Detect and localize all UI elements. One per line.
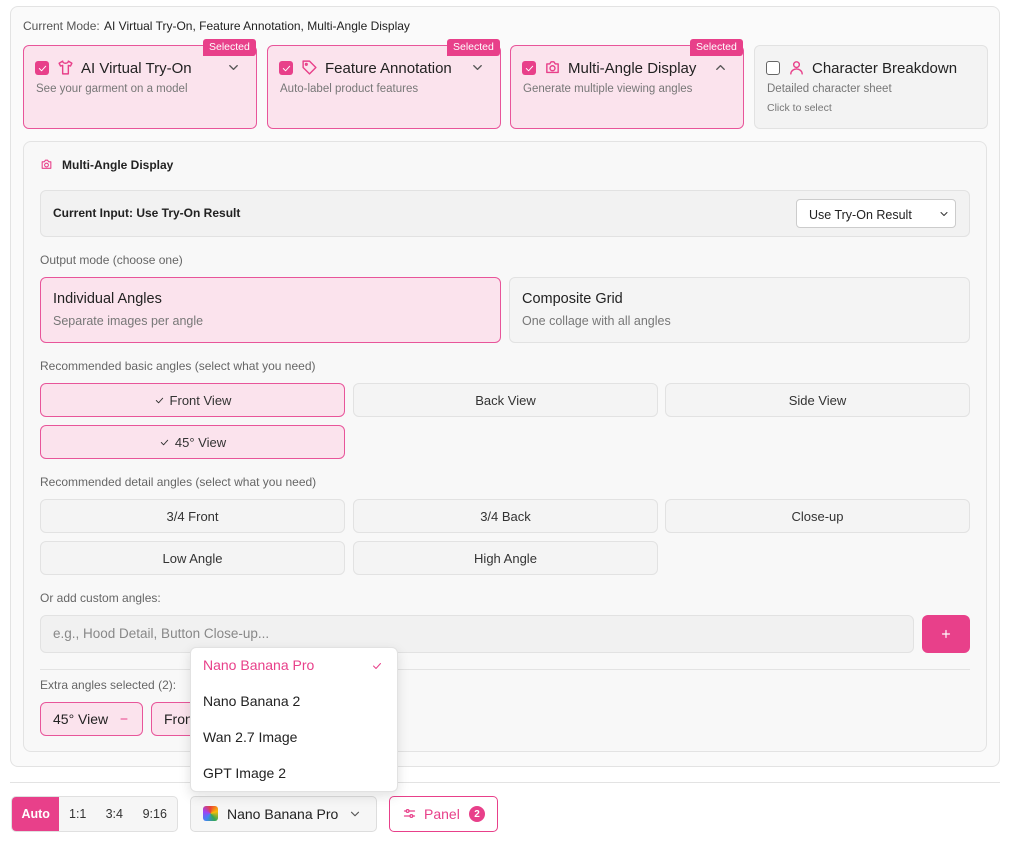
mode-icon xyxy=(544,59,561,76)
angle-button[interactable]: 3/4 Front xyxy=(40,499,345,533)
mode-icon xyxy=(57,59,74,76)
angle-label: Front View xyxy=(169,392,232,408)
panel-button-label: Panel xyxy=(424,806,460,822)
mode-card[interactable] xyxy=(754,45,988,129)
chevron[interactable] xyxy=(713,60,728,75)
divider xyxy=(40,669,970,670)
option-title: Individual Angles xyxy=(53,291,162,307)
current-mode-value: AI Virtual Try-On, Feature Annotation, M… xyxy=(104,19,410,33)
selected-badge: Selected xyxy=(690,39,743,56)
check-icon xyxy=(159,437,170,448)
angle-label: Close-up xyxy=(791,508,844,524)
angle-label: 45° View xyxy=(174,434,227,450)
angle-button[interactable]: 3/4 Back xyxy=(353,499,658,533)
divider xyxy=(10,782,1000,783)
select-value: Use Try-On Result xyxy=(809,208,912,222)
option-description: Separate images per angle xyxy=(53,314,204,328)
option-description: One collage with all angles xyxy=(522,314,671,328)
model-button[interactable] xyxy=(190,796,377,832)
mode-card[interactable] xyxy=(23,45,257,129)
chip-label: 45° View xyxy=(53,711,109,727)
panel-icon xyxy=(40,158,53,171)
mode-card[interactable] xyxy=(267,45,501,129)
model-name: Nano Banana Pro xyxy=(227,806,339,822)
mode-title: Multi-Angle Display xyxy=(568,60,697,77)
angle-label: Back View xyxy=(475,392,536,408)
angle-label: Side View xyxy=(788,392,847,408)
mode-description: See your garment on a model xyxy=(36,83,188,95)
selected-badge: Selected xyxy=(447,39,500,56)
input-placeholder: e.g., Hood Detail, Button Close-up... xyxy=(53,626,270,641)
input-select[interactable]: Use Try-On Result xyxy=(796,199,956,228)
angle-label: 3/4 Front xyxy=(166,508,219,524)
mode-description: Detailed character sheet xyxy=(767,83,892,95)
add-button[interactable] xyxy=(922,615,970,653)
model-chevron xyxy=(348,807,362,821)
menu-item-label: GPT Image 2 xyxy=(203,765,287,781)
menu-item-label: Nano Banana Pro xyxy=(203,657,315,673)
checkbox[interactable] xyxy=(522,61,536,75)
angle-button[interactable]: Back View xyxy=(353,383,658,417)
mode-card[interactable] xyxy=(510,45,744,129)
checkbox[interactable] xyxy=(35,61,49,75)
angle-label: 3/4 Back xyxy=(480,508,531,524)
panel-badge: 2 xyxy=(469,806,485,822)
output-option[interactable] xyxy=(40,277,501,343)
mode-description: Auto-label product features xyxy=(280,83,419,95)
aspect-toggle: Auto 1:1 3:4 9:16 xyxy=(11,796,178,832)
aspect-option[interactable]: 9:16 xyxy=(142,807,167,821)
menu-item-label: Nano Banana 2 xyxy=(203,693,301,709)
select-chevron xyxy=(938,207,950,219)
panel-button-icon xyxy=(402,806,417,821)
section-label: Or add custom angles: xyxy=(40,591,161,605)
aspect-option[interactable]: 3:4 xyxy=(105,807,123,821)
selected-badge: Selected xyxy=(203,39,256,56)
mode-hint: Click to select xyxy=(767,102,832,114)
angle-button[interactable]: Front View xyxy=(40,383,345,417)
panel-title: Multi-Angle Display xyxy=(62,158,174,172)
section-label: Recommended basic angles (select what yo… xyxy=(40,359,316,373)
mode-description: Generate multiple viewing angles xyxy=(523,83,693,95)
mode-title: AI Virtual Try-On xyxy=(81,60,192,77)
angle-button[interactable]: 45° View xyxy=(40,425,345,459)
chevron[interactable] xyxy=(470,60,485,75)
mode-title: Character Breakdown xyxy=(812,60,958,77)
check-icon xyxy=(154,395,165,406)
mode-icon xyxy=(788,59,805,76)
current-input-label: Current Input: Use Try-On Result xyxy=(53,206,241,220)
section-label: Output mode (choose one) xyxy=(40,253,183,267)
aspect-option[interactable]: Auto xyxy=(12,797,60,831)
section-label: Recommended detail angles (select what y… xyxy=(40,475,317,489)
custom-input[interactable] xyxy=(40,615,914,653)
angle-button[interactable]: Side View xyxy=(665,383,970,417)
remove-icon[interactable] xyxy=(118,713,130,725)
angle-button[interactable]: Low Angle xyxy=(40,541,345,575)
angle-label: Low Angle xyxy=(162,550,223,566)
section-label: Extra angles selected (2): xyxy=(40,678,177,692)
mode-title: Feature Annotation xyxy=(325,60,452,77)
aspect-option[interactable]: 1:1 xyxy=(69,807,87,821)
option-title: Composite Grid xyxy=(522,291,623,307)
menu-check xyxy=(371,659,383,671)
chevron[interactable] xyxy=(226,60,241,75)
current-mode-label: Current Mode: xyxy=(23,19,100,33)
angle-chip[interactable]: 45° View xyxy=(40,702,144,736)
checkbox[interactable] xyxy=(279,61,293,75)
angle-label: High Angle xyxy=(474,550,537,566)
checkbox[interactable] xyxy=(766,61,780,75)
model-menu xyxy=(190,647,398,792)
model-icon xyxy=(203,806,218,821)
angle-button[interactable]: Close-up xyxy=(665,499,970,533)
mode-icon xyxy=(301,59,318,76)
menu-item-label: Wan 2.7 Image xyxy=(203,729,298,745)
angle-button[interactable]: High Angle xyxy=(353,541,658,575)
output-option[interactable] xyxy=(509,277,970,343)
